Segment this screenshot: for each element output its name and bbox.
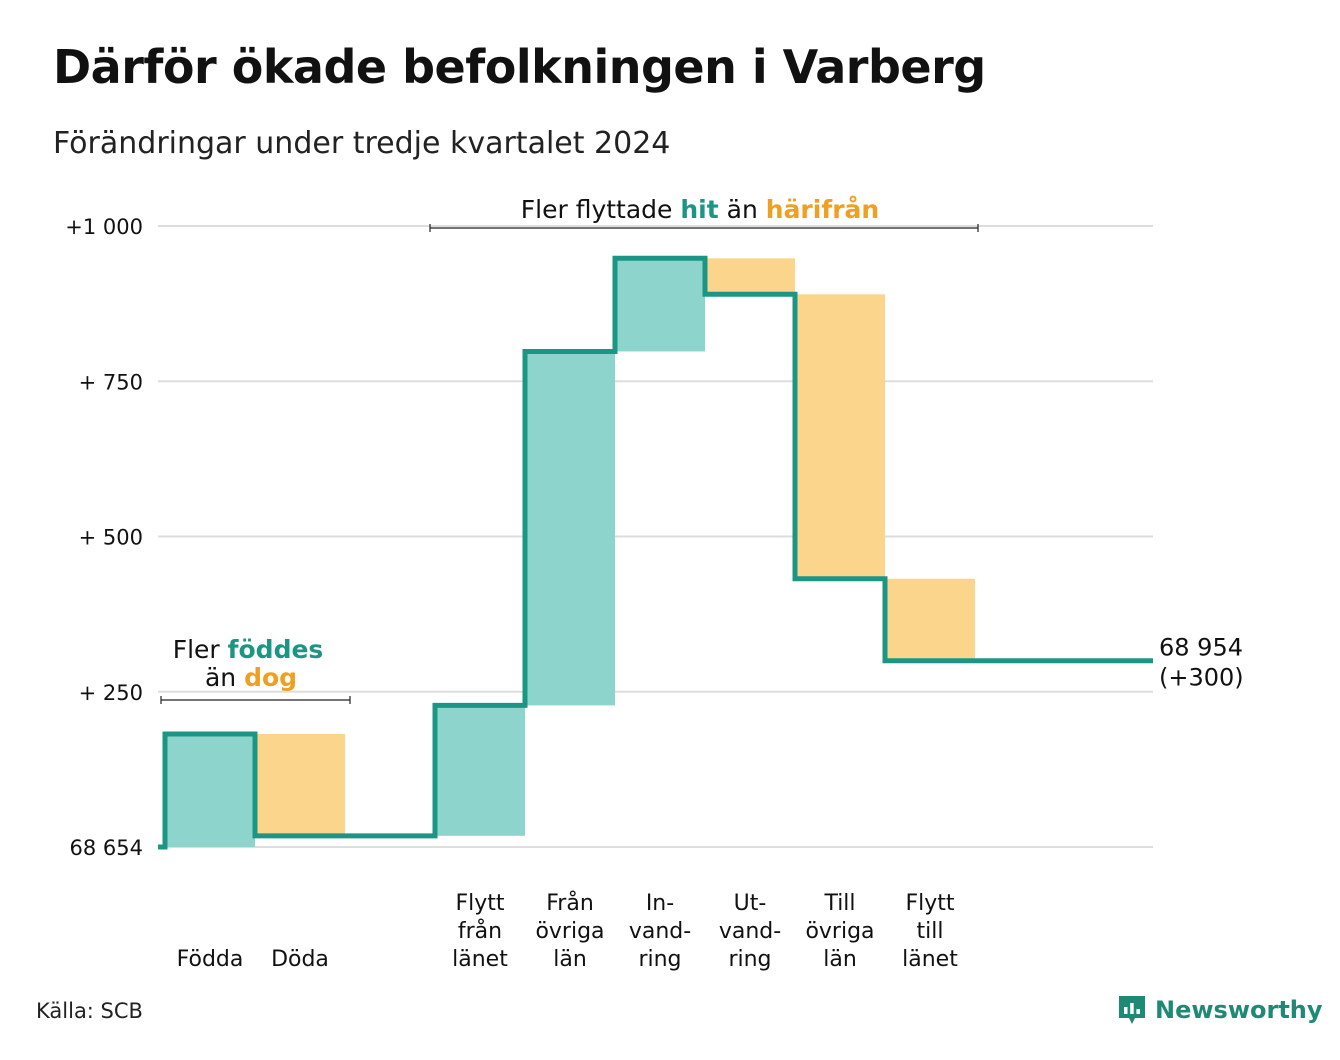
- waterfall-bar: [795, 294, 885, 579]
- x-category-label: övriga: [805, 919, 874, 944]
- x-category-label: Döda: [271, 947, 329, 972]
- cumulative-step-line: [158, 255, 1153, 850]
- source-note: Källa: SCB: [36, 999, 143, 1023]
- y-tick-label: + 750: [79, 370, 143, 394]
- x-category-label: Flytt: [455, 891, 504, 916]
- x-category-label: Ut-: [734, 891, 767, 916]
- waterfall-bar: [435, 705, 525, 836]
- x-category-label: ring: [638, 947, 681, 972]
- x-category-label: från: [458, 918, 502, 944]
- waterfall-bar: [615, 258, 705, 352]
- waterfall-bar: [705, 258, 795, 295]
- waterfall-bar: [525, 351, 615, 706]
- x-category-label: Från: [546, 890, 594, 916]
- y-tick-label: + 500: [79, 526, 143, 550]
- end-value-label: 68 954: [1159, 634, 1243, 662]
- y-tick-label: +1 000: [65, 215, 143, 239]
- x-category-label: Till: [823, 891, 855, 916]
- waterfall-bar: [885, 578, 975, 661]
- x-category-label: länet: [902, 947, 958, 972]
- migration-annotation: Fler flyttade hit än härifrån: [521, 195, 879, 224]
- x-category-label: Flytt: [905, 891, 954, 916]
- waterfall-bar: [255, 733, 345, 836]
- y-tick-label: 68 654: [70, 836, 143, 860]
- birth-annotation-line2: än dog: [205, 663, 297, 692]
- chart-subtitle: Förändringar under tredje kvartalet 2024: [53, 126, 671, 161]
- newsworthy-logo-icon: [1119, 996, 1145, 1024]
- x-category-label: In-: [646, 891, 674, 916]
- x-category-label: län: [823, 947, 857, 972]
- x-category-label: ring: [728, 947, 771, 972]
- y-tick-label: + 250: [79, 681, 143, 705]
- x-category-label: till: [917, 919, 944, 944]
- newsworthy-logo: Newsworthy: [1117, 994, 1323, 1026]
- x-category-label: vand-: [629, 919, 691, 944]
- chart-title: Därför ökade befolkningen i Varberg: [53, 40, 986, 94]
- x-category-label: övriga: [535, 919, 604, 944]
- birth-annotation-line1: Fler föddes: [173, 635, 324, 664]
- x-category-label: vand-: [719, 919, 781, 944]
- end-change-label: (+300): [1159, 664, 1244, 692]
- waterfall-bar: [165, 733, 255, 847]
- x-category-label: länet: [452, 947, 508, 972]
- x-category-label: Födda: [177, 947, 244, 972]
- newsworthy-logo-text: Newsworthy: [1155, 996, 1323, 1024]
- x-category-label: län: [553, 947, 587, 972]
